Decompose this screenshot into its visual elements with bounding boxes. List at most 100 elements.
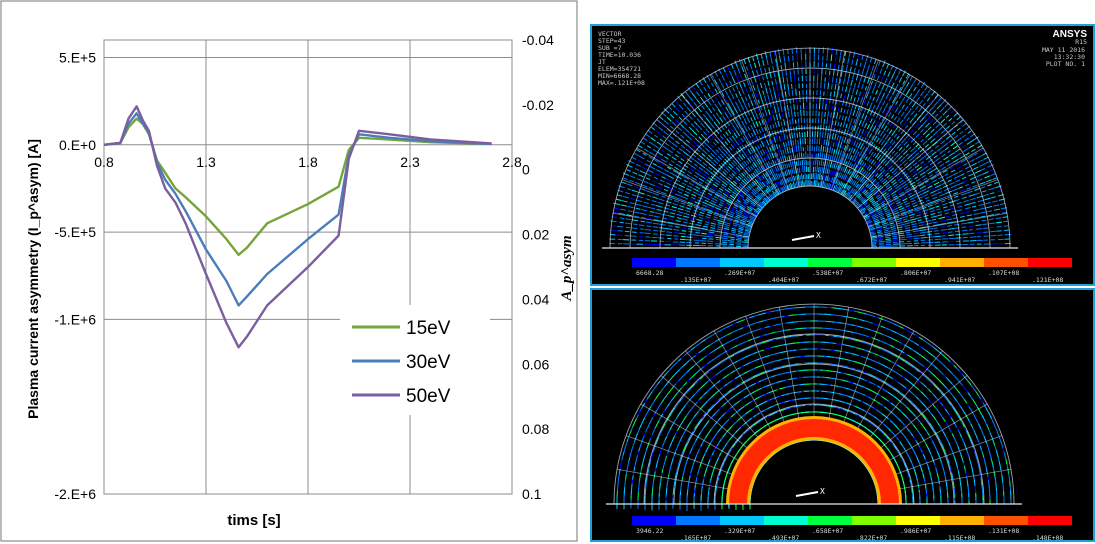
vector-glyph bbox=[802, 166, 804, 173]
vector-glyph bbox=[823, 139, 826, 146]
vector-glyph bbox=[675, 226, 680, 228]
vector-glyph bbox=[707, 211, 713, 215]
vector-glyph bbox=[656, 141, 662, 146]
mesh-spoke bbox=[849, 94, 939, 201]
vector-glyph bbox=[773, 136, 777, 143]
vector-glyph bbox=[726, 156, 731, 162]
vector-glyph bbox=[758, 89, 762, 96]
vector-glyph bbox=[676, 213, 683, 217]
vector-glyph bbox=[777, 92, 780, 99]
vector-glyph bbox=[704, 199, 710, 203]
vector-glyph bbox=[854, 148, 859, 155]
vector-glyph bbox=[938, 360, 943, 365]
vector-glyph bbox=[791, 161, 794, 167]
vector-glyph bbox=[760, 156, 765, 163]
vector-glyph bbox=[770, 57, 773, 64]
vector-glyph bbox=[874, 192, 880, 197]
vector-glyph bbox=[922, 140, 928, 146]
vector-glyph bbox=[895, 83, 899, 89]
vector-glyph bbox=[855, 58, 859, 66]
vector-glyph bbox=[941, 153, 946, 158]
vector-glyph bbox=[871, 214, 879, 219]
vector-glyph bbox=[719, 153, 724, 158]
vector-glyph bbox=[778, 144, 781, 149]
vector-glyph bbox=[737, 121, 742, 128]
vector-glyph bbox=[777, 163, 782, 171]
vector-glyph bbox=[831, 105, 834, 111]
vector-glyph bbox=[659, 179, 665, 183]
ansys-header-left-line: JT bbox=[598, 58, 606, 66]
vector-glyph bbox=[701, 232, 708, 235]
vector-glyph bbox=[794, 111, 796, 117]
vector-glyph bbox=[669, 136, 675, 140]
vector-glyph bbox=[926, 181, 933, 186]
vector-glyph bbox=[792, 181, 796, 189]
vector-glyph bbox=[729, 173, 734, 179]
vector-glyph bbox=[706, 194, 712, 199]
vector-glyph bbox=[739, 221, 746, 225]
vector-glyph bbox=[653, 219, 660, 222]
vector-glyph bbox=[746, 206, 753, 211]
vector-glyph bbox=[724, 158, 729, 164]
vector-glyph bbox=[900, 211, 907, 215]
vector-glyph bbox=[959, 212, 966, 215]
vector-glyph bbox=[833, 184, 838, 192]
vector-glyph bbox=[709, 334, 714, 338]
mesh-spoke bbox=[774, 50, 800, 188]
vector-glyph bbox=[688, 95, 694, 102]
vector-glyph bbox=[910, 220, 917, 224]
vector-glyph bbox=[853, 155, 858, 162]
vector-glyph bbox=[878, 240, 886, 243]
vector-glyph bbox=[627, 205, 634, 209]
vector-glyph bbox=[860, 208, 867, 214]
vector-glyph bbox=[845, 153, 849, 159]
vector-glyph bbox=[939, 179, 944, 183]
vector-glyph bbox=[771, 138, 774, 144]
vector-glyph bbox=[830, 140, 833, 147]
vector-glyph bbox=[836, 172, 839, 178]
vector-glyph bbox=[909, 168, 915, 173]
vector-glyph bbox=[881, 220, 887, 224]
vector-glyph bbox=[761, 181, 766, 187]
vector-glyph bbox=[889, 202, 895, 206]
vector-glyph bbox=[974, 187, 981, 192]
vector-glyph bbox=[916, 114, 922, 121]
vector-glyph bbox=[877, 231, 882, 234]
vector-glyph bbox=[900, 180, 907, 186]
vector-glyph bbox=[766, 185, 772, 192]
vector-glyph bbox=[745, 225, 752, 228]
vector-glyph bbox=[907, 166, 913, 171]
vector-glyph bbox=[773, 173, 778, 180]
vector-glyph bbox=[669, 187, 676, 192]
vector-glyph bbox=[766, 123, 770, 131]
ansys-logo: ANSYS bbox=[1053, 29, 1088, 40]
vector-glyph bbox=[763, 133, 767, 139]
vector-glyph bbox=[710, 73, 715, 79]
vector-glyph bbox=[848, 170, 852, 176]
vector-glyph bbox=[941, 166, 947, 170]
vector-glyph bbox=[885, 184, 891, 188]
vector-glyph bbox=[944, 173, 949, 176]
vector-glyph bbox=[948, 128, 954, 133]
vector-glyph bbox=[986, 205, 993, 209]
vector-glyph bbox=[795, 88, 797, 96]
y-tick-label: -1.E+6 bbox=[54, 311, 96, 327]
vector-glyph bbox=[683, 102, 687, 107]
vector-glyph bbox=[869, 95, 872, 100]
vector-glyph bbox=[831, 170, 834, 176]
vector-glyph bbox=[853, 164, 858, 170]
vector-glyph bbox=[759, 193, 764, 198]
vector-glyph bbox=[972, 184, 978, 188]
vector-glyph bbox=[933, 167, 938, 171]
vector-glyph bbox=[907, 146, 912, 151]
vector-glyph bbox=[873, 219, 880, 223]
vector-glyph bbox=[826, 161, 829, 167]
vector-glyph bbox=[821, 152, 824, 159]
vector-glyph bbox=[740, 96, 745, 103]
vector-glyph bbox=[885, 108, 890, 116]
vector-glyph bbox=[919, 116, 925, 123]
vector-glyph bbox=[719, 117, 724, 123]
vector-glyph bbox=[947, 179, 952, 183]
vector-glyph bbox=[774, 166, 778, 172]
vector-glyph bbox=[821, 131, 824, 138]
